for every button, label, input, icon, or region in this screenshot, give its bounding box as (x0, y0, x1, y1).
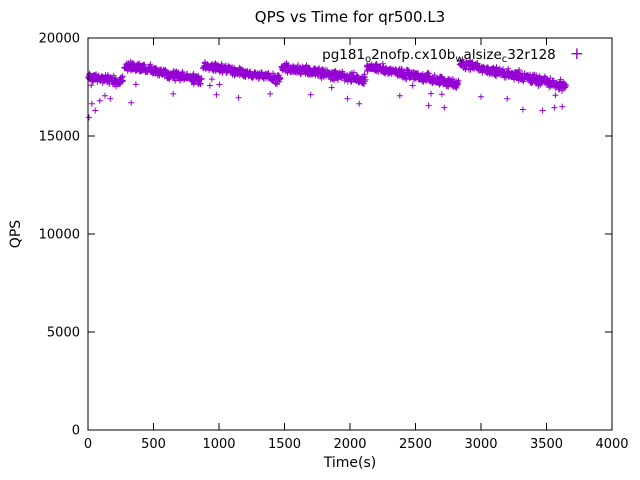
x-axis-label: Time(s) (323, 455, 376, 471)
svg-text:15000: 15000 (39, 130, 80, 145)
y-axis-label: QPS (8, 220, 24, 248)
svg-text:0: 0 (84, 437, 92, 452)
svg-text:3500: 3500 (530, 437, 563, 452)
legend-series-label: pg181o2nofp.cx10bwalsizec32r128 (322, 46, 556, 65)
plot-border (87, 37, 613, 431)
svg-text:2500: 2500 (399, 437, 432, 452)
chart-title: QPS vs Time for qr500.L3 (255, 8, 445, 26)
svg-text:1500: 1500 (268, 437, 301, 452)
svg-text:4000: 4000 (595, 437, 628, 452)
svg-text:1000: 1000 (202, 437, 235, 452)
svg-text:5000: 5000 (47, 326, 80, 341)
svg-text:20000: 20000 (39, 32, 80, 47)
svg-text:3000: 3000 (464, 437, 497, 452)
svg-text:10000: 10000 (39, 228, 80, 243)
svg-text:0: 0 (72, 424, 80, 439)
legend-plus-marker-icon: + (569, 44, 584, 64)
svg-text:2000: 2000 (333, 437, 366, 452)
legend: pg181o2nofp.cx10bwalsizec32r128 + (322, 44, 584, 65)
axis-ticks (87, 37, 613, 431)
axis-tick-labels: 0 500 1000 1500 2000 2500 3000 3500 4000 0 5000 100… (39, 32, 629, 453)
svg-text:500: 500 (141, 437, 166, 452)
scatter-points (85, 57, 569, 121)
